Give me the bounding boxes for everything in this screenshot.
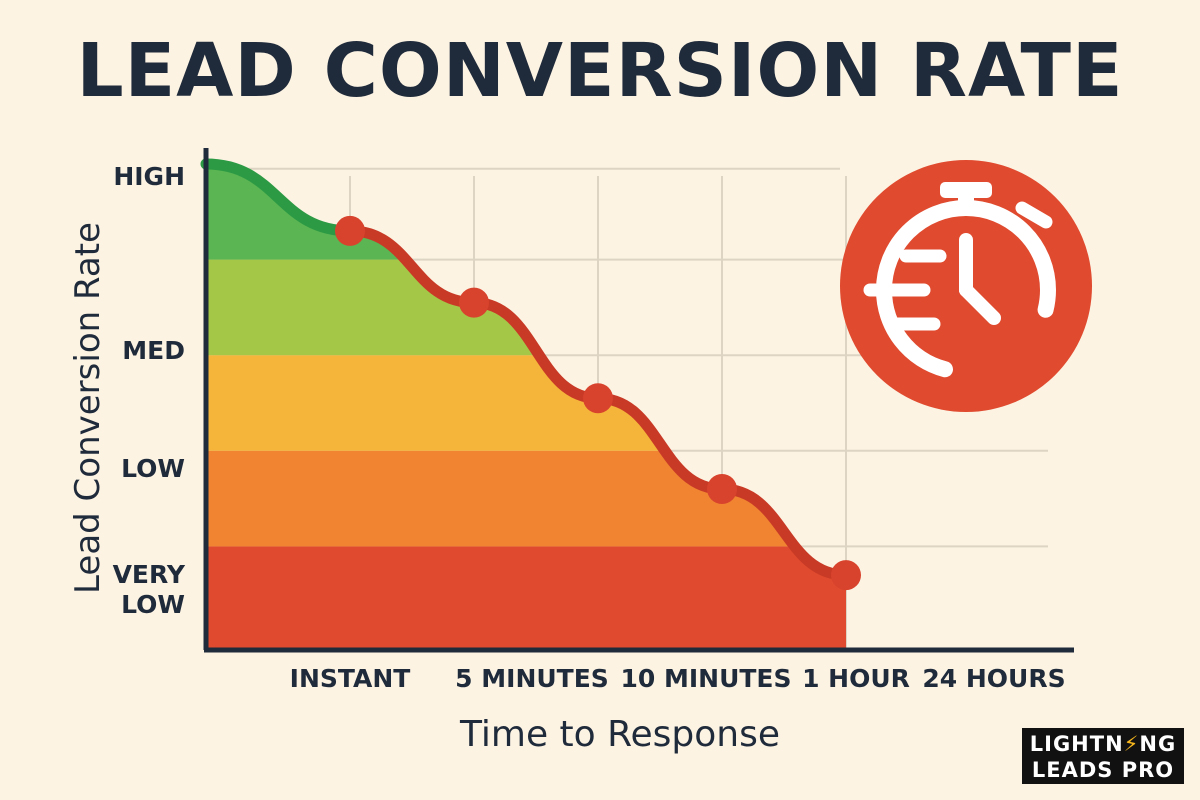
area-bands bbox=[206, 164, 846, 650]
x-tick-1-hour: 1 HOUR bbox=[802, 664, 910, 693]
y-tick-high: HIGH bbox=[113, 162, 185, 191]
x-tick-instant: INSTANT bbox=[289, 664, 411, 693]
x-tick-24-hours: 24 HOURS bbox=[922, 664, 1066, 693]
band-medium bbox=[206, 355, 846, 451]
y-tick-very-low: VERY LOW bbox=[112, 560, 185, 619]
brand-logo: LIGHTN⚡NG LEADS PRO bbox=[1022, 728, 1184, 784]
logo-text-b: NG bbox=[1139, 732, 1177, 756]
stopwatch-icon bbox=[840, 160, 1092, 412]
x-axis-title: Time to Response bbox=[459, 714, 781, 755]
logo-text-a: LIGHTN bbox=[1029, 732, 1124, 756]
x-tick-10-minutes: 10 MINUTES bbox=[620, 664, 792, 693]
data-point-5-minutes bbox=[459, 287, 489, 318]
series-line-group bbox=[200, 158, 861, 591]
x-tick-5-minutes: 5 MINUTES bbox=[455, 664, 609, 693]
y-axis-title: Lead Conversion Rate bbox=[68, 222, 108, 594]
logo-text-line2: LEADS PRO bbox=[1031, 758, 1175, 782]
data-point-instant bbox=[335, 215, 365, 246]
data-point-1-hour bbox=[707, 474, 737, 505]
series-line-start bbox=[200, 158, 356, 237]
data-point-24-hours bbox=[831, 560, 861, 591]
band-very-low bbox=[206, 546, 846, 650]
chart-title: LEAD CONVERSION RATE bbox=[76, 28, 1124, 114]
band-high bbox=[206, 164, 846, 260]
data-point-10-minutes bbox=[583, 383, 613, 414]
y-tick-low: LOW bbox=[121, 454, 185, 483]
lightning-icon: ⚡ bbox=[1123, 732, 1140, 756]
y-tick-med: MED bbox=[122, 336, 185, 365]
